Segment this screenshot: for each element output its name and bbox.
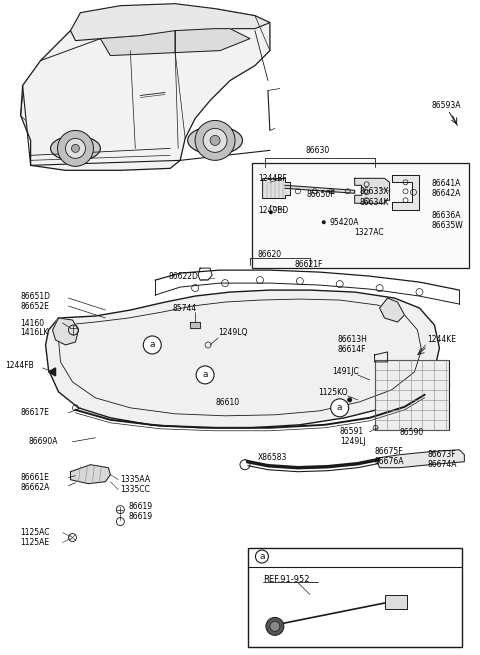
Polygon shape bbox=[190, 322, 200, 328]
Polygon shape bbox=[378, 450, 464, 468]
Circle shape bbox=[195, 121, 235, 160]
Text: 86636A: 86636A bbox=[432, 211, 461, 219]
Text: 95420A: 95420A bbox=[330, 217, 359, 227]
Text: REF.91-952: REF.91-952 bbox=[263, 575, 310, 584]
Text: 86633X: 86633X bbox=[360, 187, 389, 196]
Text: 86652E: 86652E bbox=[21, 301, 49, 310]
Text: 86591: 86591 bbox=[340, 427, 364, 436]
Polygon shape bbox=[262, 178, 290, 198]
Polygon shape bbox=[21, 6, 270, 170]
Text: 86619: 86619 bbox=[128, 512, 153, 521]
Text: 85744: 85744 bbox=[172, 303, 196, 312]
Circle shape bbox=[269, 210, 273, 214]
Text: a: a bbox=[259, 552, 264, 561]
Text: 86661E: 86661E bbox=[21, 473, 49, 482]
FancyBboxPatch shape bbox=[248, 548, 462, 647]
Polygon shape bbox=[392, 176, 420, 210]
Text: 86593A: 86593A bbox=[432, 101, 461, 110]
Text: 86651D: 86651D bbox=[21, 291, 50, 301]
Text: 1335AA: 1335AA bbox=[120, 475, 150, 484]
Text: 86673F: 86673F bbox=[428, 450, 456, 459]
Text: 86634X: 86634X bbox=[360, 198, 389, 207]
Text: 1244FB: 1244FB bbox=[6, 362, 35, 371]
Text: 1416LK: 1416LK bbox=[21, 329, 49, 337]
Circle shape bbox=[266, 618, 284, 635]
Text: 14160: 14160 bbox=[21, 318, 45, 328]
Text: 86675F: 86675F bbox=[374, 447, 403, 457]
Ellipse shape bbox=[188, 126, 242, 155]
Circle shape bbox=[322, 220, 326, 224]
Circle shape bbox=[203, 128, 227, 153]
Text: a: a bbox=[203, 370, 208, 379]
Polygon shape bbox=[71, 464, 110, 483]
Bar bbox=[384, 595, 407, 609]
Text: 1327AC: 1327AC bbox=[355, 228, 384, 236]
Ellipse shape bbox=[50, 136, 100, 161]
Text: 86662A: 86662A bbox=[21, 483, 50, 492]
Text: 86617E: 86617E bbox=[21, 408, 49, 417]
Circle shape bbox=[347, 398, 352, 402]
Circle shape bbox=[255, 550, 268, 563]
Text: 1125KO: 1125KO bbox=[318, 388, 348, 398]
Polygon shape bbox=[285, 185, 355, 193]
Text: 86614F: 86614F bbox=[338, 345, 366, 354]
Text: X86583: X86583 bbox=[258, 453, 288, 462]
Text: 86613H: 86613H bbox=[338, 335, 368, 345]
Polygon shape bbox=[175, 29, 250, 52]
Text: 1249BD: 1249BD bbox=[258, 206, 288, 215]
Circle shape bbox=[65, 138, 85, 159]
Text: 86641A: 86641A bbox=[432, 179, 461, 188]
Text: 86676A: 86676A bbox=[374, 457, 404, 466]
Text: 1491JC: 1491JC bbox=[332, 367, 359, 377]
Polygon shape bbox=[48, 368, 56, 376]
Text: 86619: 86619 bbox=[128, 502, 153, 511]
Polygon shape bbox=[380, 298, 405, 322]
Polygon shape bbox=[52, 318, 78, 345]
Text: 1125AC: 1125AC bbox=[21, 528, 50, 537]
Text: 86642A: 86642A bbox=[432, 189, 461, 198]
Text: 86635W: 86635W bbox=[432, 221, 463, 230]
Text: 1249LJ: 1249LJ bbox=[340, 438, 365, 446]
Polygon shape bbox=[355, 178, 390, 203]
Polygon shape bbox=[100, 31, 175, 56]
Polygon shape bbox=[46, 290, 439, 428]
Text: 86621F: 86621F bbox=[295, 259, 323, 269]
Text: 86620: 86620 bbox=[258, 250, 282, 259]
Circle shape bbox=[58, 130, 94, 166]
Polygon shape bbox=[71, 4, 270, 41]
Circle shape bbox=[72, 144, 80, 153]
Text: 86650F: 86650F bbox=[307, 190, 336, 198]
Text: a: a bbox=[337, 403, 342, 413]
Text: 86630: 86630 bbox=[306, 146, 330, 155]
Text: a: a bbox=[149, 341, 155, 350]
Circle shape bbox=[331, 399, 348, 417]
Text: 1125AE: 1125AE bbox=[21, 538, 50, 547]
Circle shape bbox=[196, 366, 214, 384]
Circle shape bbox=[210, 136, 220, 145]
Circle shape bbox=[144, 336, 161, 354]
Text: 86590: 86590 bbox=[399, 428, 424, 438]
Circle shape bbox=[270, 622, 280, 631]
Text: 86622D: 86622D bbox=[168, 272, 198, 280]
Text: 1249LQ: 1249LQ bbox=[218, 329, 247, 337]
Text: 86610: 86610 bbox=[215, 398, 239, 407]
Text: 86690A: 86690A bbox=[29, 438, 58, 446]
Text: 86674A: 86674A bbox=[428, 460, 457, 469]
Text: 1244BF: 1244BF bbox=[258, 174, 287, 183]
Bar bbox=[374, 360, 449, 430]
Text: 1335CC: 1335CC bbox=[120, 485, 150, 494]
Text: 1244KE: 1244KE bbox=[428, 335, 456, 345]
Bar bbox=[252, 163, 469, 268]
